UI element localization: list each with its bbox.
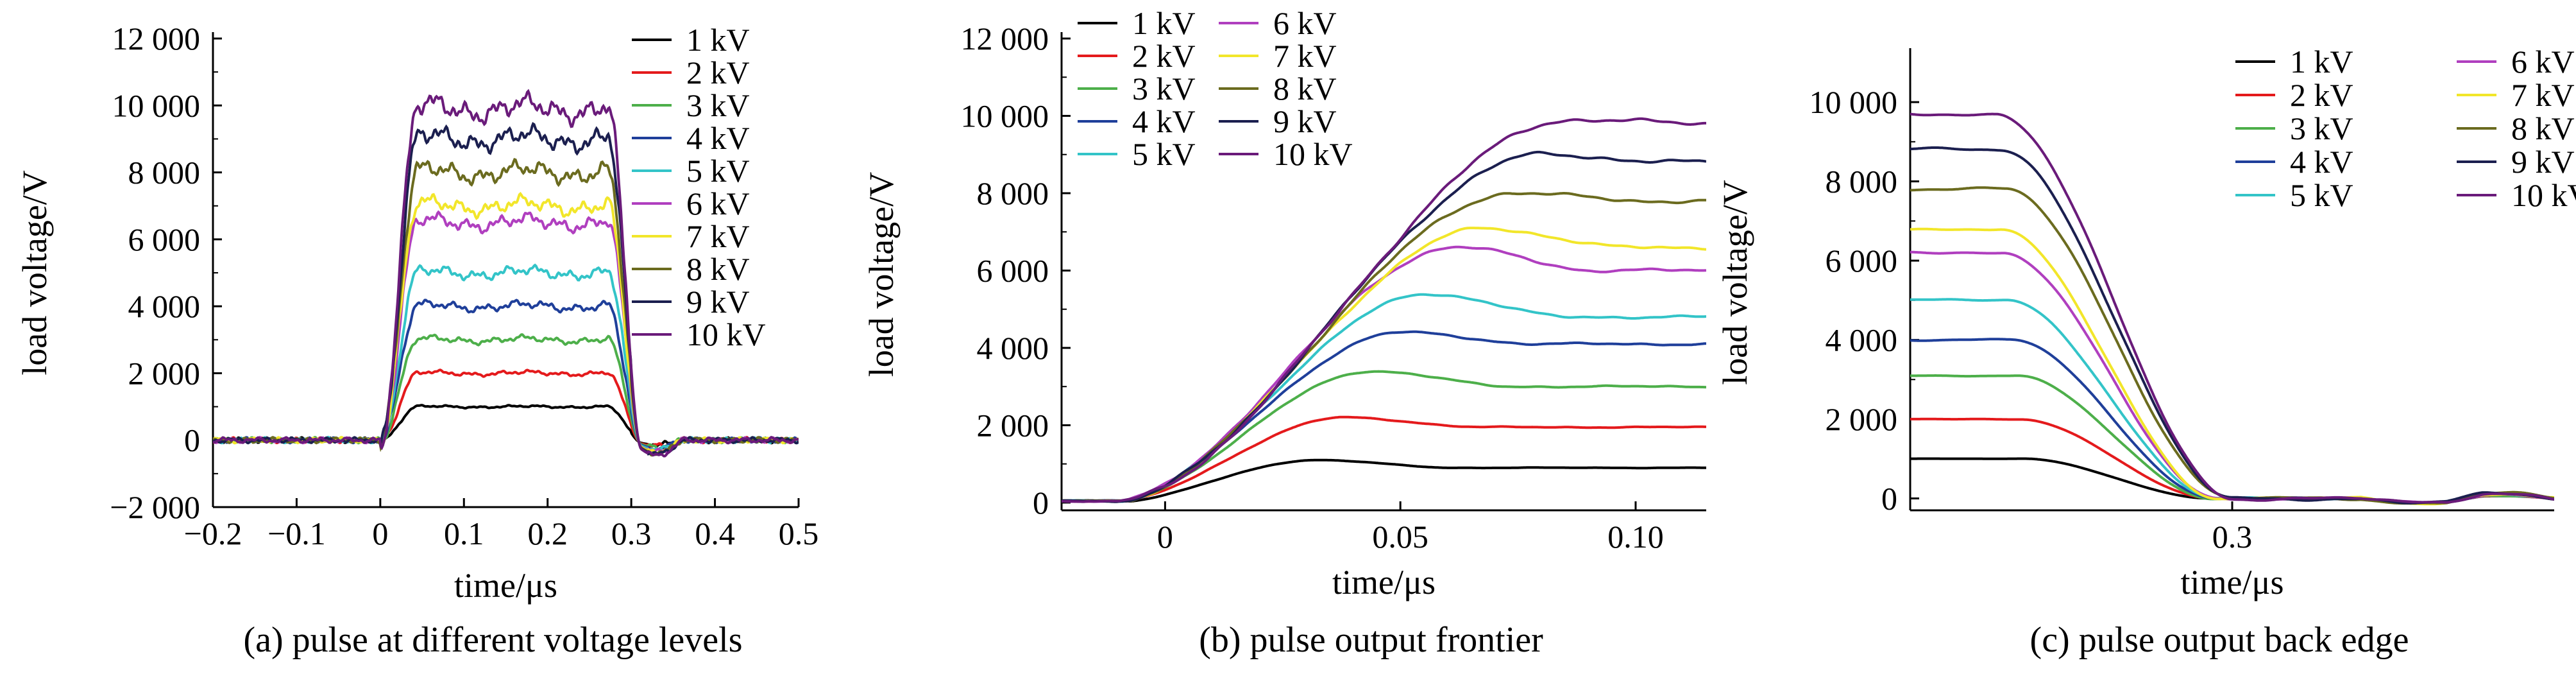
x-tick-label: 0.3 (2212, 519, 2253, 555)
legend-label: 3 kV (2290, 110, 2353, 146)
legend-label: 7 kV (686, 218, 750, 254)
x-axis-label: time/μs (454, 566, 557, 605)
y-tick-label: 8 000 (1826, 164, 1898, 200)
series-line-7kV (1910, 227, 2554, 506)
series-line-4kV (1910, 338, 2554, 505)
legend-label: 3 kV (686, 87, 750, 123)
y-tick-label: 10 000 (112, 87, 201, 123)
series-line-2kV (213, 368, 799, 448)
legend-label: 6 kV (1273, 5, 1337, 41)
y-tick-label: 2 000 (128, 355, 201, 391)
legend-label: 8 kV (2511, 110, 2575, 146)
x-tick-label: −0.1 (267, 515, 326, 551)
x-tick-label: 0.10 (1607, 519, 1664, 555)
series-line-6kV (1910, 250, 2554, 505)
legend-label: 10 kV (1273, 136, 1353, 172)
legend-label: 2 kV (1132, 38, 1196, 74)
legend-label: 9 kV (1273, 103, 1337, 139)
x-tick-label: 0.3 (611, 515, 652, 551)
y-tick-label: 6 000 (128, 221, 201, 257)
y-tick-label: −2 000 (110, 489, 200, 525)
y-tick-label: 0 (1033, 485, 1049, 521)
legend-label: 1 kV (1132, 5, 1196, 41)
legend-label: 4 kV (1132, 103, 1196, 139)
legend-label: 10 kV (686, 316, 766, 352)
x-tick-label: 0 (372, 515, 388, 551)
legend-label: 6 kV (2511, 44, 2575, 80)
x-axis-label: time/μs (2181, 563, 2284, 601)
y-tick-label: 12 000 (112, 21, 201, 56)
x-tick-label: 0.5 (779, 515, 819, 551)
x-tick-label: 0.4 (695, 515, 735, 551)
legend-label: 6 kV (686, 186, 750, 221)
series-line-10kV (213, 89, 799, 458)
y-tick-label: 0 (184, 422, 200, 458)
y-tick-label: 4 000 (128, 288, 201, 324)
series-line-8kV (1062, 192, 1706, 503)
series-line-1kV (1062, 458, 1706, 503)
legend-label: 4 kV (686, 120, 750, 156)
x-tick-label: 0.2 (527, 515, 568, 551)
x-tick-label: 0.1 (444, 515, 484, 551)
series-line-9kV (1910, 146, 2554, 505)
series-line-9kV (1062, 150, 1706, 503)
chart-panel-a: −2 000 0 2 000 4 000 6 000 8 000 10 000 12 000 −… (15, 21, 818, 660)
series-line-10kV (1910, 112, 2554, 504)
legend-label: 5 kV (686, 153, 750, 189)
y-tick-label: 0 (1881, 480, 1897, 516)
legend-label: 2 kV (686, 55, 750, 91)
y-tick-label: 10 000 (961, 98, 1049, 134)
series-line-3kV (1062, 370, 1706, 503)
series-line-5kV (1062, 293, 1706, 503)
chart-panel-c: 0 2 000 4 000 6 000 8 000 10 000 0.3 time/μs loa… (1716, 44, 2576, 660)
y-tick-label: 6 000 (1826, 243, 1898, 279)
legend-label: 9 kV (686, 284, 750, 320)
series-line-2kV (1910, 417, 2554, 505)
legend-label: 2 kV (2290, 77, 2353, 113)
x-axis-label: time/μs (1332, 563, 1436, 601)
legend-label: 1 kV (686, 22, 750, 58)
legend-label: 10 kV (2511, 177, 2576, 213)
panel-caption: (b) pulse output frontier (1199, 620, 1543, 660)
chart-panel-b: 0 2 000 4 000 6 000 8 000 10 000 12 000 0 0.05 0.… (862, 5, 1706, 660)
y-tick-label: 8 000 (128, 155, 201, 191)
y-axis-label: load voltage/V (15, 170, 54, 375)
legend-label: 8 kV (1273, 71, 1337, 107)
x-tick-label: 0.05 (1372, 519, 1428, 555)
y-tick-label: 10 000 (1809, 84, 1898, 120)
series-line-3kV (1910, 374, 2554, 505)
series-line-8kV (1910, 186, 2554, 505)
legend-label: 7 kV (2511, 77, 2575, 113)
y-tick-label: 2 000 (977, 407, 1049, 443)
y-tick-label: 8 000 (977, 175, 1049, 211)
y-tick-label: 4 000 (1826, 322, 1898, 358)
y-axis-label: load voltage/V (1716, 180, 1754, 385)
y-tick-label: 6 000 (977, 252, 1049, 288)
series-line-10kV (1062, 117, 1706, 503)
series-line-4kV (1062, 330, 1706, 503)
panel-caption: (a) pulse at different voltage levels (244, 620, 743, 660)
x-tick-label: −0.2 (184, 515, 242, 551)
series-line-5kV (1910, 298, 2554, 505)
y-tick-label: 4 000 (977, 330, 1049, 366)
y-tick-label: 2 000 (1826, 401, 1898, 437)
legend-label: 5 kV (2290, 177, 2353, 213)
legend-label: 3 kV (1132, 71, 1196, 107)
legend-label: 1 kV (2290, 44, 2353, 80)
y-axis-label: load voltage/V (862, 172, 901, 377)
legend-label: 5 kV (1132, 136, 1196, 172)
legend-label: 7 kV (1273, 38, 1337, 74)
series-line-2kV (1062, 415, 1706, 503)
y-tick-label: 12 000 (961, 21, 1049, 56)
legend-label: 4 kV (2290, 144, 2353, 180)
x-tick-label: 0 (1157, 519, 1173, 555)
legend-label: 8 kV (686, 251, 750, 287)
legend-label: 9 kV (2511, 144, 2575, 180)
panel-caption: (c) pulse output back edge (2030, 620, 2409, 660)
